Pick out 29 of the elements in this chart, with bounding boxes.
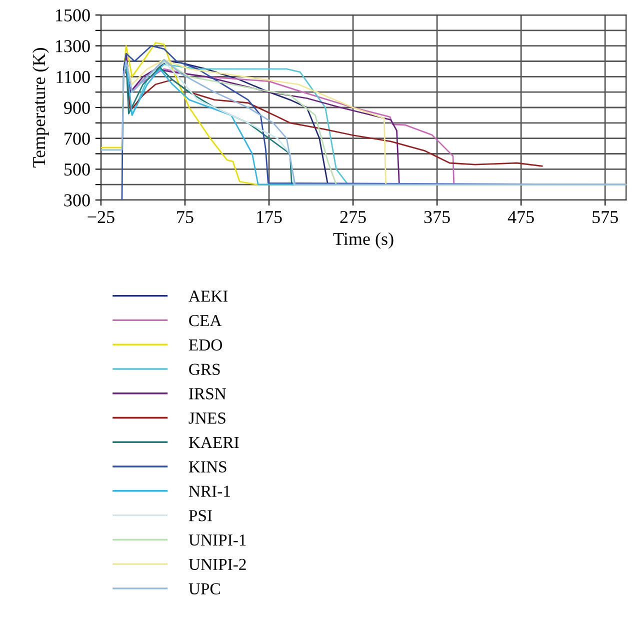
x-tick-label: 475 xyxy=(508,211,534,224)
legend-label: AEKI xyxy=(188,290,228,302)
y-tick-label: 1100 xyxy=(56,70,90,84)
y-tick-label: 300 xyxy=(64,194,90,206)
x-tick-label: 375 xyxy=(424,210,450,224)
x-tick-label: 75 xyxy=(177,211,194,224)
x-axis-title: Time (s) xyxy=(333,232,394,249)
legend-label: KAERI xyxy=(188,436,239,448)
y-tick-label: 900 xyxy=(64,102,90,114)
x-tick-label: 575 xyxy=(592,211,618,224)
y-axis-title: Temperature (K) xyxy=(32,48,49,168)
legend-label: UNIPI-2 xyxy=(188,558,246,570)
x-tick-label: 275 xyxy=(340,210,366,224)
legend-label: EDO xyxy=(188,339,222,351)
legend-label: UPC xyxy=(188,583,220,594)
legend-label: CEA xyxy=(189,315,222,326)
legend-label: PSI xyxy=(188,510,212,522)
y-tick-label: 1500 xyxy=(56,9,90,22)
legend-label: GRS xyxy=(189,364,220,375)
legend-label: KINS xyxy=(188,461,226,473)
legend-label: UNIPI-1 xyxy=(188,534,246,546)
y-tick-label: 700 xyxy=(64,132,90,145)
legend-label: IRSN xyxy=(189,388,226,400)
legend-label: JNES xyxy=(188,412,226,424)
y-tick-label: 500 xyxy=(64,163,90,176)
legend-label: NRI-1 xyxy=(188,486,230,497)
x-tick-label: 175 xyxy=(257,211,282,224)
x-tick-label: −25 xyxy=(88,210,114,224)
y-tick-label: 1300 xyxy=(56,40,90,52)
